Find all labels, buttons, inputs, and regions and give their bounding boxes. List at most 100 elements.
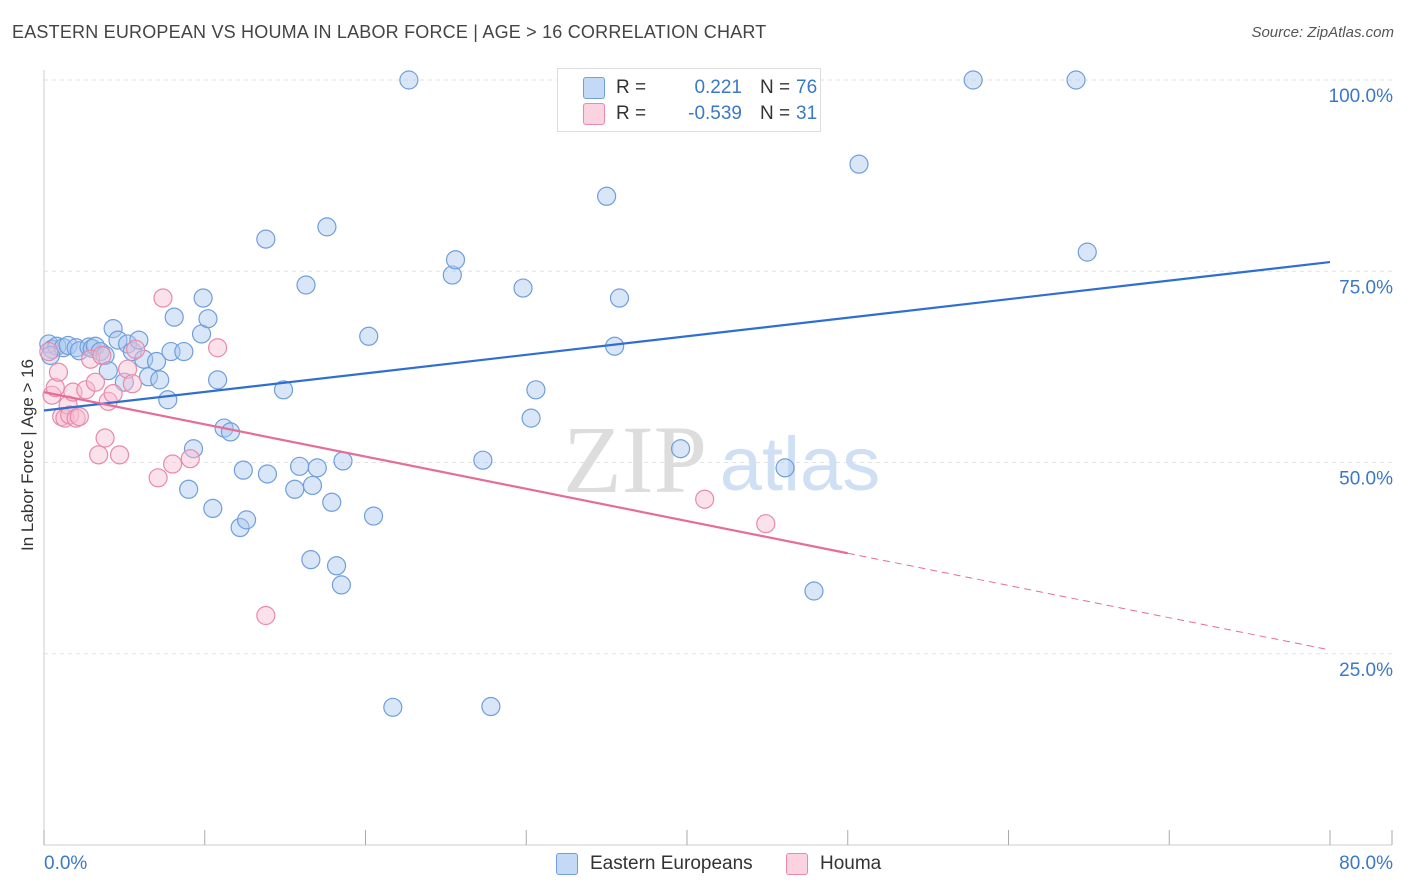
eastern-europeans-point xyxy=(164,307,184,327)
watermark-zip: ZIP xyxy=(563,406,707,513)
watermark-atlas: atlas xyxy=(720,422,881,507)
eastern-europeans-point xyxy=(307,458,327,478)
eastern-europeans-point xyxy=(526,380,546,400)
eastern-europeans-point xyxy=(849,154,869,174)
eastern-europeans-point xyxy=(442,265,462,285)
houma-point xyxy=(208,338,228,358)
legend-swatch-pink xyxy=(786,853,808,875)
eastern-europeans-point xyxy=(473,450,493,470)
eastern-europeans-point xyxy=(383,697,403,717)
y-tick-label: 50.0% xyxy=(1339,469,1393,490)
houma-point xyxy=(48,362,69,382)
eastern-europeans-point xyxy=(108,330,128,350)
eastern-europeans-point xyxy=(359,326,379,346)
eastern-europeans-point xyxy=(363,506,384,526)
legend-r-label: R = xyxy=(616,77,647,98)
eastern-europeans-point xyxy=(236,510,257,530)
houma-point xyxy=(76,380,96,400)
houma-point xyxy=(756,514,776,534)
source-label: Source: ZipAtlas.com xyxy=(1251,24,1394,41)
eastern-europeans-point xyxy=(317,217,337,237)
eastern-europeans-point xyxy=(775,458,795,478)
y-axis-label: In Labor Force | Age > 16 xyxy=(18,358,37,552)
legend-n-value: 76 xyxy=(796,77,818,98)
houma-point xyxy=(256,605,276,626)
houma-trend-line-extension xyxy=(847,552,1331,651)
eastern-europeans-trend-line xyxy=(43,260,1331,412)
eastern-europeans-point xyxy=(193,288,213,308)
tick-labels: 25.0% 50.0% 75.0% 100.0% 0.0% 80.0% xyxy=(44,86,1393,874)
houma-point xyxy=(148,468,168,488)
eastern-europeans-point xyxy=(597,186,617,206)
eastern-europeans-point xyxy=(146,351,167,372)
eastern-europeans-point xyxy=(138,367,159,387)
eastern-europeans-point xyxy=(322,492,342,512)
houma-point xyxy=(153,288,173,308)
trend-lines xyxy=(43,260,1331,651)
houma-point xyxy=(92,345,112,365)
legend-n-label: N = xyxy=(760,103,791,124)
houma-point xyxy=(85,372,106,392)
axes xyxy=(43,70,1393,846)
houma-point xyxy=(95,428,115,448)
eastern-europeans-point xyxy=(273,380,294,400)
legend-label: Eastern Europeans xyxy=(590,853,753,874)
legend-n-value: 31 xyxy=(796,103,818,124)
eastern-europeans-point xyxy=(481,696,501,717)
eastern-europeans-point xyxy=(513,278,533,298)
legend-r-label: R = xyxy=(616,103,647,124)
houma-point xyxy=(45,377,65,398)
eastern-europeans-point xyxy=(289,456,310,476)
eastern-europeans-point xyxy=(331,575,351,595)
legend-n-label: N = xyxy=(760,77,791,98)
eastern-europeans-point xyxy=(230,517,250,538)
legend-label: Houma xyxy=(820,853,882,874)
houma-point xyxy=(103,384,123,404)
houma-trend-line xyxy=(43,391,848,555)
eastern-europeans-point xyxy=(174,341,194,362)
y-tick-label: 75.0% xyxy=(1339,277,1393,298)
legend-item-houma: Houma xyxy=(786,852,881,876)
eastern-europeans-point xyxy=(445,250,466,270)
houma-point xyxy=(163,454,183,474)
legend-r-value: -0.539 xyxy=(688,103,742,124)
houma-point xyxy=(69,407,89,427)
chart-title: EASTERN EUROPEAN VS HOUMA IN LABOR FORCE… xyxy=(12,22,767,42)
eastern-europeans-point xyxy=(333,451,353,471)
eastern-europeans-point xyxy=(670,439,691,459)
eastern-europeans-point xyxy=(1066,70,1086,90)
gridlines xyxy=(44,79,1392,655)
legend-swatch-blue xyxy=(556,853,578,875)
eastern-europeans-point xyxy=(58,335,78,356)
y-tick-label: 25.0% xyxy=(1339,660,1393,681)
eastern-europeans-point xyxy=(179,479,199,499)
eastern-europeans-point xyxy=(203,498,223,518)
eastern-europeans-point xyxy=(609,288,630,308)
x-tick-label: 0.0% xyxy=(44,853,87,874)
houma-point xyxy=(39,341,59,362)
eastern-europeans-point xyxy=(302,475,323,496)
eastern-europeans-point xyxy=(198,309,218,329)
legend-r-value: 0.221 xyxy=(694,77,742,98)
eastern-europeans-point xyxy=(257,464,278,484)
houma-point xyxy=(66,408,86,428)
y-tick-label: 100.0% xyxy=(1329,86,1394,107)
houma-point xyxy=(109,445,130,465)
eastern-europeans-point xyxy=(220,422,241,442)
houma-point xyxy=(81,349,101,369)
houma-point xyxy=(122,374,143,394)
eastern-europeans-point xyxy=(963,70,983,90)
legend-swatch-blue xyxy=(583,77,605,99)
houma-point xyxy=(89,445,109,465)
eastern-europeans-point xyxy=(1077,242,1097,262)
x-tick-label: 80.0% xyxy=(1339,853,1393,874)
eastern-europeans-point xyxy=(122,341,143,362)
legend-swatch-pink xyxy=(583,103,605,125)
eastern-europeans-point xyxy=(285,479,305,499)
houma-point xyxy=(695,489,715,509)
legend-item-eastern-europeans: Eastern Europeans xyxy=(556,852,753,876)
houma-point xyxy=(180,449,200,469)
houma-point xyxy=(117,359,138,379)
eastern-europeans-point xyxy=(150,370,170,390)
